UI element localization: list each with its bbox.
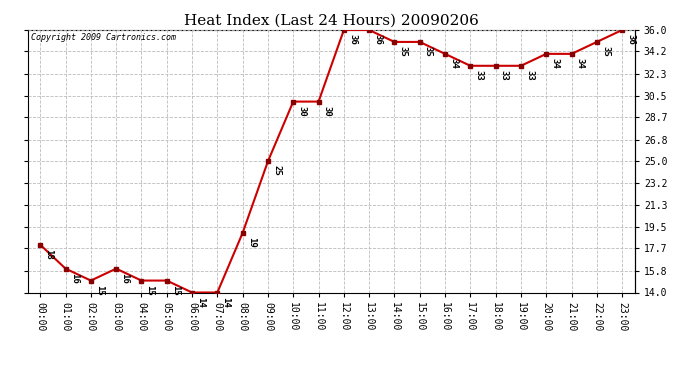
Text: 15: 15 xyxy=(171,285,180,296)
Text: 18: 18 xyxy=(44,249,53,260)
Text: 14: 14 xyxy=(196,297,205,307)
Text: 16: 16 xyxy=(120,273,129,284)
Text: 35: 35 xyxy=(601,46,610,57)
Text: 30: 30 xyxy=(323,106,332,117)
Text: 36: 36 xyxy=(627,34,635,45)
Text: 15: 15 xyxy=(146,285,155,296)
Text: 33: 33 xyxy=(500,70,509,81)
Text: 35: 35 xyxy=(399,46,408,57)
Text: 33: 33 xyxy=(525,70,534,81)
Text: 35: 35 xyxy=(424,46,433,57)
Text: 34: 34 xyxy=(575,58,584,69)
Text: 33: 33 xyxy=(475,70,484,81)
Title: Heat Index (Last 24 Hours) 20090206: Heat Index (Last 24 Hours) 20090206 xyxy=(184,13,479,27)
Text: 30: 30 xyxy=(297,106,306,117)
Text: 36: 36 xyxy=(373,34,382,45)
Text: Copyright 2009 Cartronics.com: Copyright 2009 Cartronics.com xyxy=(30,33,176,42)
Text: 14: 14 xyxy=(221,297,230,307)
Text: 16: 16 xyxy=(70,273,79,284)
Text: 19: 19 xyxy=(247,237,256,248)
Text: 34: 34 xyxy=(449,58,458,69)
Text: 15: 15 xyxy=(95,285,104,296)
Text: 36: 36 xyxy=(348,34,357,45)
Text: 34: 34 xyxy=(551,58,560,69)
Text: 25: 25 xyxy=(272,165,281,176)
